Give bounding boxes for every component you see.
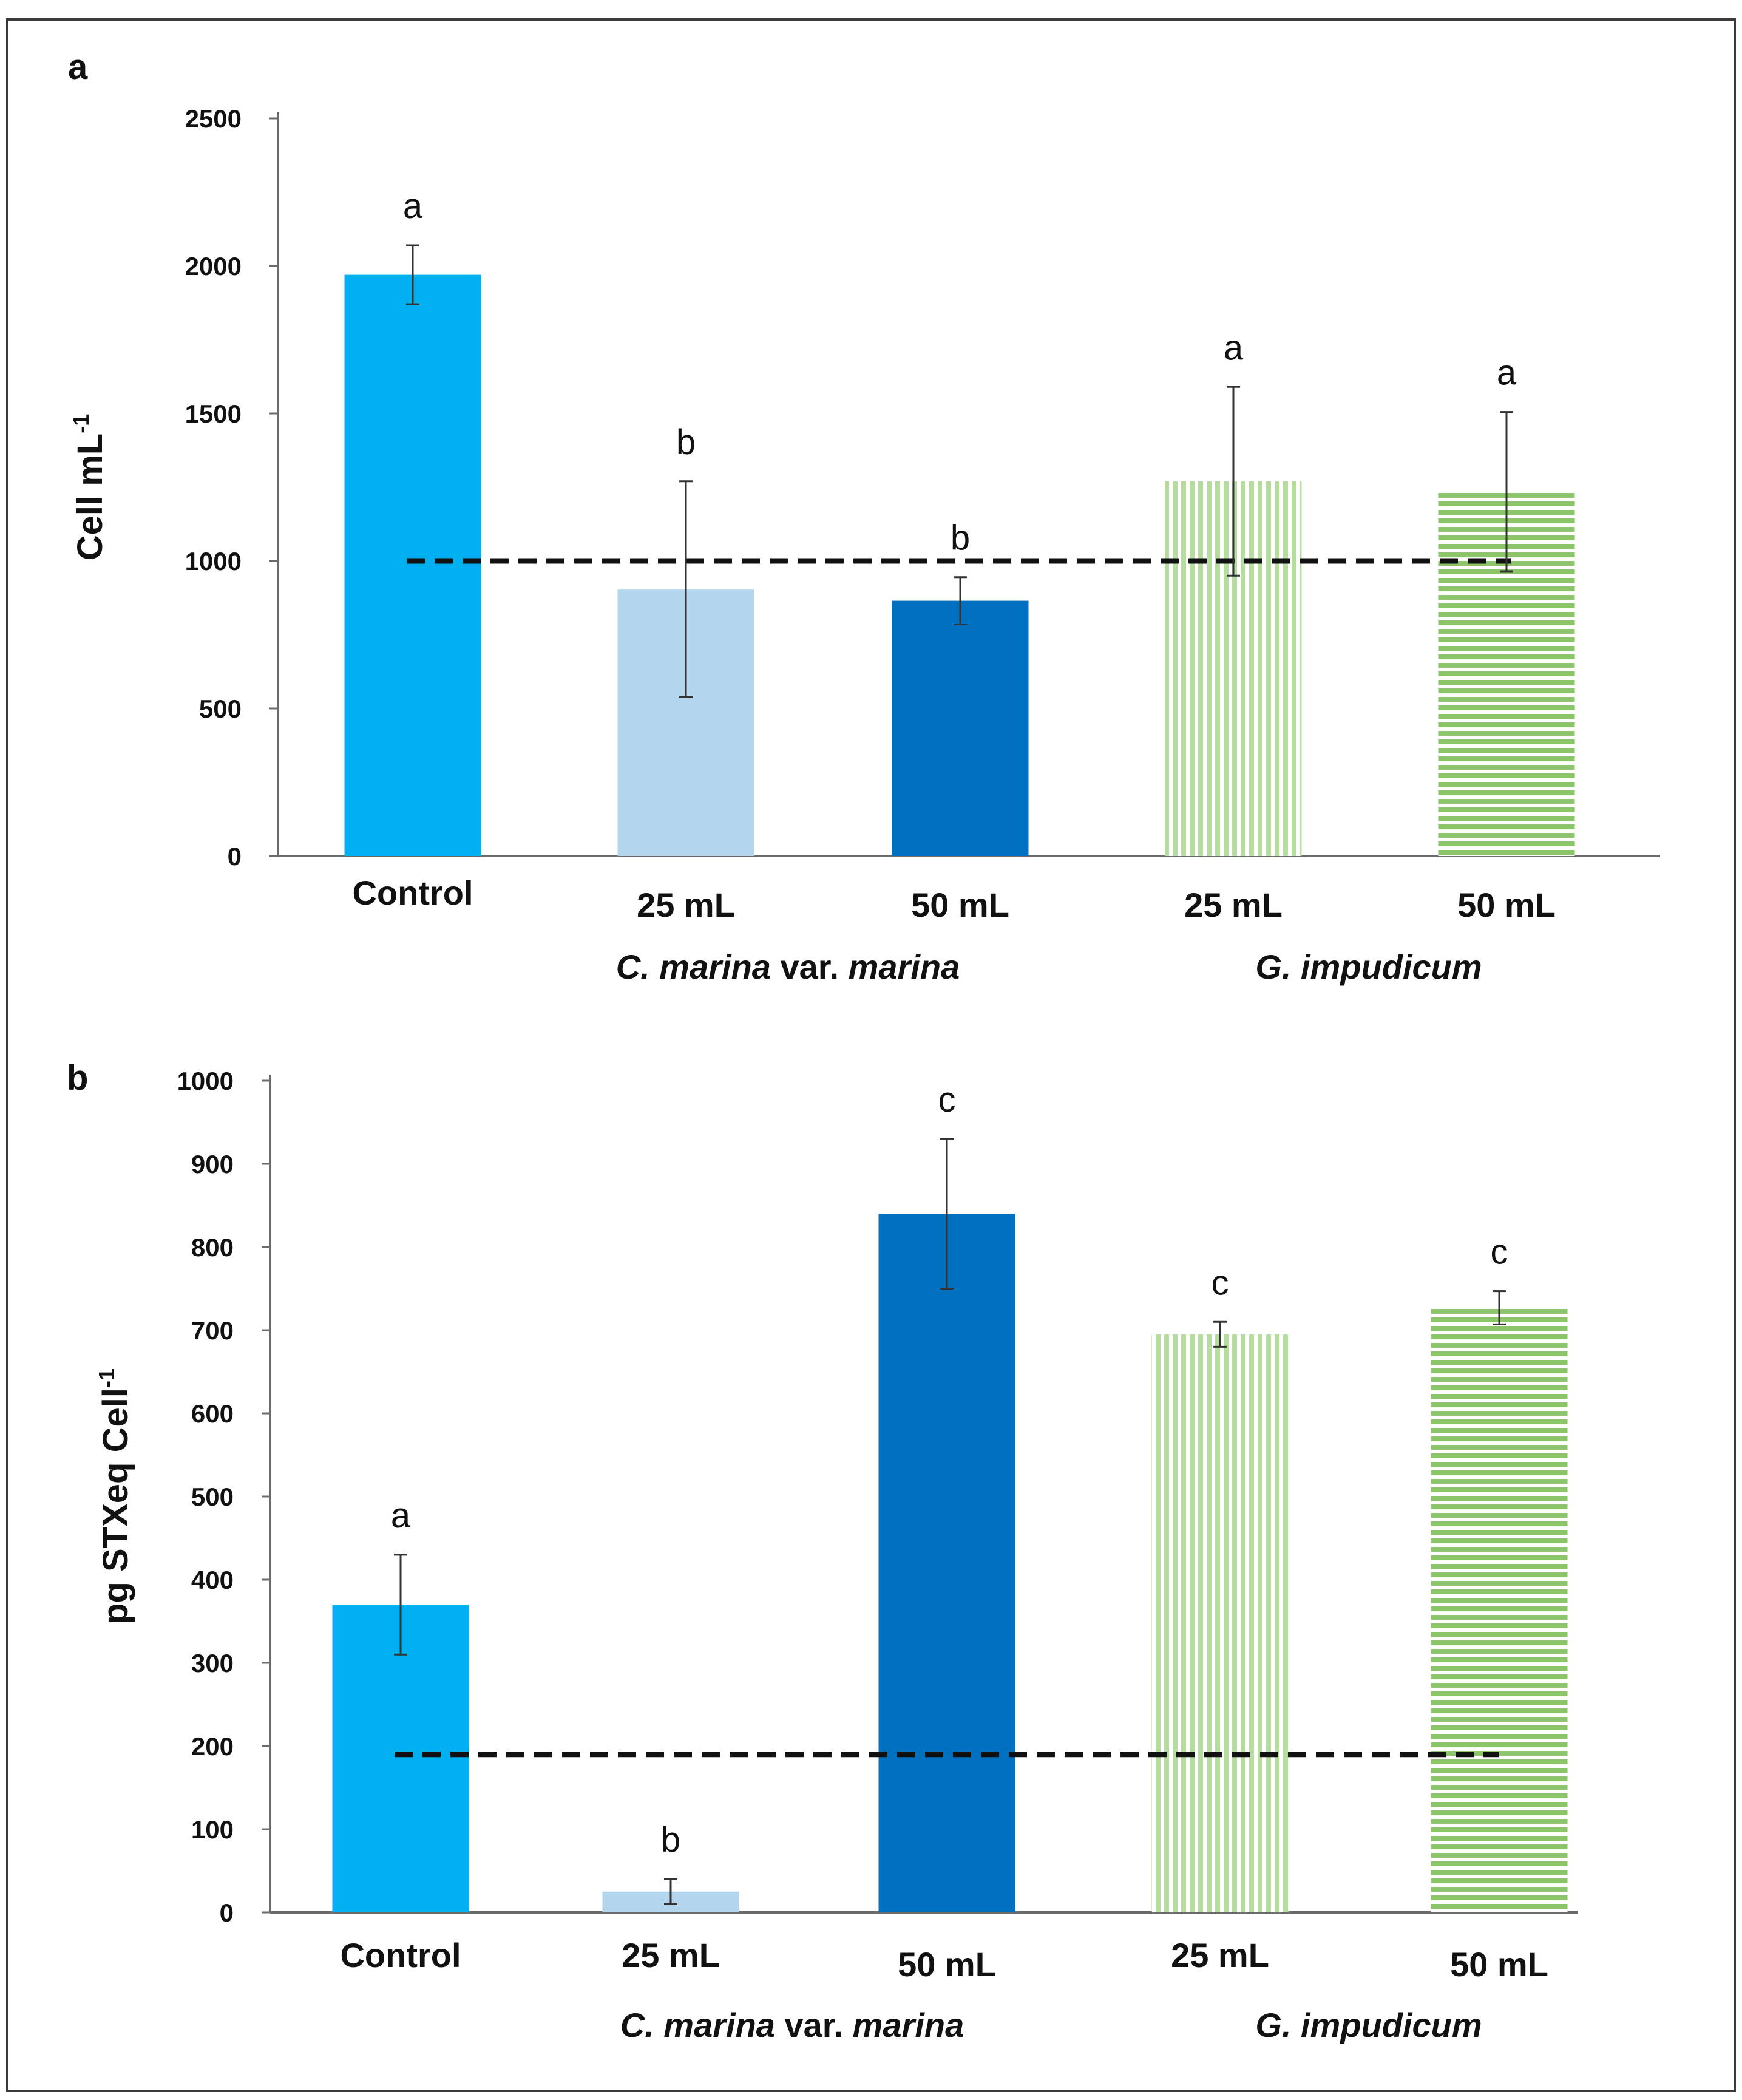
significance-label: c [1491,1232,1508,1272]
category-label: 50 mL [898,1945,996,1983]
group-label-part: G. impudicum [1255,2006,1482,2044]
group-label-part: C. marina [620,2006,775,2044]
y-tick-label: 0 [220,1898,234,1927]
bar [344,274,481,857]
bar [1151,1334,1289,1912]
y-tick-label: 300 [191,1649,234,1677]
group-label-part: var. [775,2006,853,2044]
category-label: 25 mL [1184,886,1283,924]
group-label-part: C. marina [616,948,771,986]
bar [892,600,1029,856]
figure-frame [6,18,1736,2092]
category-label: Control [352,874,473,912]
group-label-part: var. [771,948,849,986]
y-tick-label: 400 [191,1566,234,1594]
panel-b: b 0 100 200 300 400 500 600 700 800 900 1000 pg STXe… [67,1058,1578,2044]
category-label: 25 mL [1171,1936,1269,1974]
group-label: G. impudicum [1255,2006,1482,2044]
y-tick-label: 1000 [185,547,242,576]
panel-a: a 0 500 1000 1500 2000 2500 Cell mL-1 a b b a a Contr… [68,47,1660,986]
y-tick-label: 800 [191,1233,234,1262]
y-tick-label: 500 [191,1483,234,1511]
y-tick-label: 500 [199,695,242,723]
significance-label: b [676,423,696,462]
y-axis-label: Cell mL-1 [69,414,110,561]
group-label: C. marina var. marina [620,2006,964,2044]
bar [1431,1308,1568,1912]
y-axis-label-main: pg STXeq Cell [96,1388,135,1625]
y-tick-label: 900 [191,1150,234,1178]
significance-label: a [1224,328,1244,367]
category-label: Control [340,1936,461,1974]
y-tick-label: 0 [228,842,242,871]
panel-label: b [67,1058,88,1098]
bar [878,1214,1015,1912]
category-label: 25 mL [637,886,735,924]
significance-label: a [1497,353,1517,393]
significance-label: b [661,1820,680,1860]
y-tick-label: 600 [191,1399,234,1428]
y-tick-label: 1000 [177,1067,234,1095]
group-label-part: G. impudicum [1255,948,1482,986]
significance-label: a [391,1496,411,1535]
significance-label: c [1212,1263,1229,1302]
y-tick-label: 200 [191,1732,234,1761]
y-tick-label: 1500 [185,399,242,428]
group-label-part: marina [853,2006,964,2044]
y-axis-label-superscript: -1 [69,414,93,433]
y-axis-label-superscript: -1 [94,1368,119,1388]
y-axis-label: pg STXeq Cell-1 [94,1368,135,1625]
significance-label: c [938,1080,956,1120]
category-label: 50 mL [911,886,1009,924]
category-label: 50 mL [1450,1945,1548,1983]
group-label: C. marina var. marina [616,948,960,986]
group-label-part: marina [849,948,960,986]
significance-label: b [951,518,970,558]
y-axis-label-main: Cell mL [70,433,110,561]
significance-label: a [403,186,423,226]
category-label: 50 mL [1457,886,1556,924]
y-tick-label: 100 [191,1815,234,1844]
y-tick-label: 2000 [185,252,242,280]
group-label: G. impudicum [1255,948,1482,986]
panel-label: a [68,47,88,87]
y-tick-label: 700 [191,1316,234,1345]
bar [332,1605,469,1912]
category-label: 25 mL [622,1936,720,1974]
y-tick-label: 2500 [185,104,242,133]
